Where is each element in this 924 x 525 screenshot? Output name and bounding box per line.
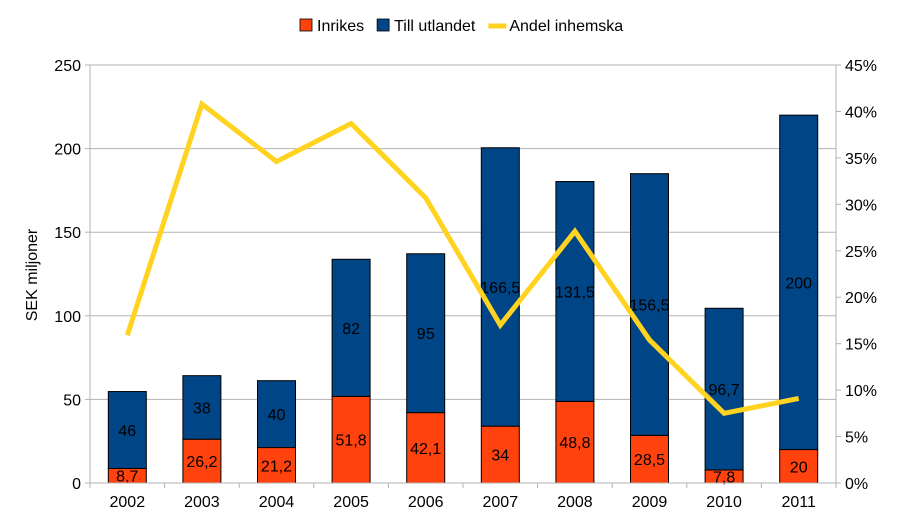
bar-till-utlandet	[480, 147, 520, 427]
data-label: 20	[790, 459, 808, 476]
y2-tick-label: 5%	[845, 430, 868, 447]
x-tick-label: 2004	[259, 494, 295, 511]
y2-tick-label: 15%	[845, 337, 877, 354]
data-label: 51,8	[336, 433, 367, 450]
bar-till-utlandet	[406, 253, 446, 414]
data-label: 156,5	[629, 298, 669, 315]
data-label: 48,8	[559, 435, 590, 452]
bars: 8,7 46 26,2 38 21,2 40 51,8 82 42,1 95 34 166,5 48,8…	[107, 114, 819, 486]
data-label: 21,2	[261, 458, 292, 475]
x-tick-label: 2002	[110, 494, 146, 511]
y2-tick-label: 20%	[845, 290, 877, 307]
data-label: 8,7	[116, 469, 138, 486]
bar-inrikes	[182, 438, 222, 484]
bar-till-utlandet	[331, 258, 371, 397]
y-tick-label: 150	[54, 225, 81, 242]
bar-till-utlandet	[182, 375, 222, 440]
bar-till-utlandet	[555, 181, 595, 402]
y2-tick-label: 45%	[845, 58, 877, 75]
legend-swatch	[299, 18, 313, 32]
data-label: 96,7	[709, 382, 740, 399]
legend: Inrikes Till utlandet Andel inhemska	[299, 18, 623, 35]
legend-label: Till utlandet	[394, 18, 476, 35]
data-label: 131,5	[555, 284, 595, 301]
legend-label: Andel inhemska	[509, 18, 623, 35]
line-andel-inhemska	[124, 99, 800, 417]
x-tick-label: 2006	[408, 494, 444, 511]
data-label: 42,1	[410, 441, 441, 458]
data-label: 40	[268, 407, 286, 424]
bar-inrikes	[480, 425, 520, 484]
bar-inrikes	[779, 449, 819, 484]
bar-inrikes	[555, 400, 595, 484]
data-label: 95	[417, 326, 435, 343]
legend-label: Inrikes	[317, 18, 364, 35]
data-label: 166,5	[480, 280, 520, 297]
y2-tick-label: 10%	[845, 383, 877, 400]
bar-inrikes	[257, 447, 296, 484]
x-tick-label: 2009	[632, 494, 668, 511]
data-label: 46	[118, 423, 136, 440]
data-label: 28,5	[634, 452, 665, 469]
y2-tick-label: 40%	[845, 104, 877, 121]
y-tick-label: 0	[72, 476, 81, 493]
y-tick-label: 50	[63, 392, 81, 409]
y2-tick-label: 35%	[845, 151, 877, 168]
bar-inrikes	[630, 434, 669, 484]
x-tick-label: 2005	[333, 494, 369, 511]
y2-tick-label: 0%	[845, 476, 868, 493]
x-tick-label: 2007	[483, 494, 519, 511]
x-tick-label: 2008	[557, 494, 593, 511]
bar-till-utlandet	[107, 391, 147, 469]
axes: 0 50 100 150 200 250 0% 5% 10% 15% 20% 25% 30% 35% 40%…	[54, 58, 877, 511]
y-tick-label: 250	[54, 58, 81, 75]
data-label: 200	[785, 275, 812, 292]
y-tick-label: 100	[54, 309, 81, 326]
share-line	[124, 99, 800, 417]
data-label: 26,2	[186, 454, 217, 471]
legend-swatch	[376, 18, 390, 32]
bar-till-utlandet	[257, 380, 296, 449]
y-tick-label: 200	[54, 142, 81, 159]
x-tick-label: 2010	[706, 494, 742, 511]
x-tick-label: 2011	[781, 494, 816, 511]
bar-till-utlandet	[630, 173, 669, 436]
data-label: 38	[193, 400, 211, 417]
bar-till-utlandet	[704, 307, 744, 471]
bar-till-utlandet	[779, 114, 819, 451]
y2-tick-label: 30%	[845, 197, 877, 214]
data-label: 34	[491, 448, 509, 465]
y2-tick-label: 25%	[845, 244, 877, 261]
y-axis-label: SEK miljoner	[24, 228, 41, 321]
x-tick-label: 2003	[184, 494, 220, 511]
data-label: 7,8	[713, 469, 735, 486]
data-label: 82	[342, 321, 360, 338]
